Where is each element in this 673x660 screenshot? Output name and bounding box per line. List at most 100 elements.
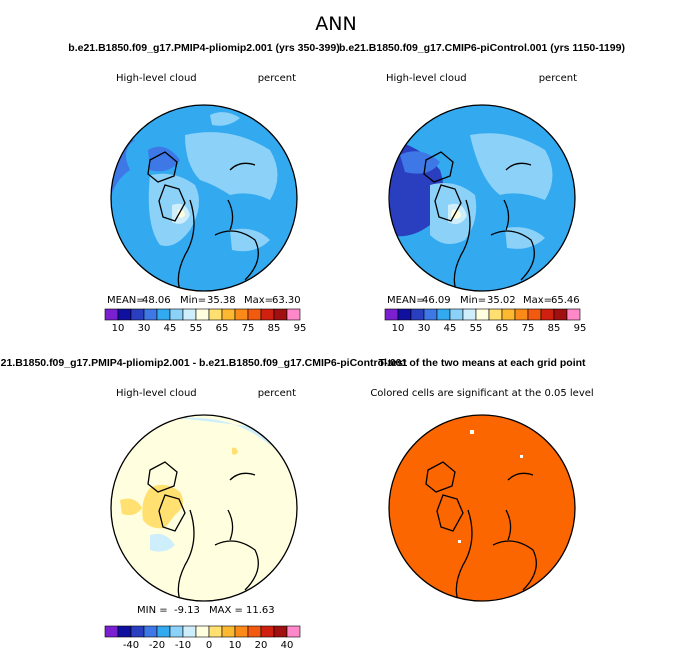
panel-3-min-label: MIN = [137, 605, 168, 616]
panel-2-colorbar-cell [423, 308, 438, 321]
panel-2-map [389, 105, 575, 291]
panel-1-colorbar-tick-label: 45 [164, 323, 177, 334]
panel-2-colorbar-cell [462, 308, 477, 321]
panel-1: High-level cloud percent MEAN= 48.06 Min… [104, 73, 307, 334]
panel-2-colorbar-tick-label: 45 [444, 323, 457, 334]
panel-3-colorbar-tick-label: 10 [229, 640, 242, 651]
panel-3-map [111, 415, 297, 601]
panel-2-colorbar-cell [410, 308, 425, 321]
panel-3: High-level cloud percent MIN = -9.13 MAX… [104, 388, 301, 651]
panel-3-colorbar-tick-label: -40 [123, 640, 139, 651]
panel-1-colorbar-tick-label: 75 [242, 323, 255, 334]
panel-1-mean: 48.06 [142, 295, 171, 306]
panel-2-colorbar-cell [527, 308, 542, 321]
panel-2-colorbar-tick-label: 10 [392, 323, 405, 334]
panel-1-max-label: Max= [244, 295, 273, 306]
panel-1-colorbar-cell [195, 308, 210, 321]
panel-2-colorbar-cell [553, 308, 568, 321]
panel-1-colorbar-cell [273, 308, 288, 321]
panel-3-max-label: MAX = [209, 605, 243, 616]
panel-1-colorbar-cell [156, 308, 171, 321]
panel-3-colorbar-cell [104, 625, 119, 638]
panel-2-colorbar-cell [397, 308, 412, 321]
panel-3-colorbar-cell [117, 625, 132, 638]
panel-2-colorbar-cell [501, 308, 516, 321]
panel-3-colorbar-cell [143, 625, 158, 638]
panel-1-variable: High-level cloud [116, 73, 197, 84]
panel-2-mean-label: MEAN= [387, 295, 425, 306]
panel-1-colorbar-tick-label: 85 [268, 323, 281, 334]
panel-1-colorbar-cell [104, 308, 119, 321]
panel-1-title: b.e21.B1850.f09_g17.PMIP4-pliomip2.001 (… [68, 42, 339, 54]
panel-2-title: b.e21.B1850.f09_g17.CMIP6-piControl.001 … [339, 42, 625, 54]
panel-2-colorbar-cell [540, 308, 555, 321]
panel-1-colorbar-cell [169, 308, 184, 321]
panel-3-colorbar-cell [169, 625, 184, 638]
panel-2-units: percent [539, 73, 577, 84]
panel-3-colorbar-tick-label: -20 [149, 640, 165, 651]
panel-2-colorbar-cell [488, 308, 503, 321]
panel-1-colorbar-cell [286, 308, 301, 321]
panel-3-colorbar-cell [156, 625, 171, 638]
panel-1-colorbar-tick-label: 95 [294, 323, 307, 334]
panel-2-colorbar-cell [436, 308, 451, 321]
panel-2-colorbar-cell [449, 308, 464, 321]
panel-1-colorbar: 10 30 45 55 65 75 85 95 [104, 308, 307, 334]
panel-2-colorbar-tick-label: 30 [418, 323, 431, 334]
panel-2-colorbar-tick-label: 65 [496, 323, 509, 334]
panel-2-max: 65.46 [551, 295, 580, 306]
panel-1-colorbar-tick-label: 55 [190, 323, 203, 334]
panel-3-colorbar-cell [130, 625, 145, 638]
panel-1-colorbar-cell [260, 308, 275, 321]
panel-3-colorbar: -40 -20 -10 0 10 20 40 [104, 625, 301, 651]
panel-2-colorbar-tick-label: 75 [522, 323, 535, 334]
panel-3-colorbar-cell [208, 625, 223, 638]
panel-2-colorbar-tick-label: 55 [470, 323, 483, 334]
panel-1-colorbar-tick-label: 30 [138, 323, 151, 334]
panel-1-map [111, 105, 297, 291]
panel-3-colorbar-cell [234, 625, 249, 638]
panel-1-min-label: Min= [180, 295, 206, 306]
panel-2-mean: 46.09 [422, 295, 451, 306]
panel-1-colorbar-cell [117, 308, 132, 321]
panel-3-title: 21.B1850.f09_g17.PMIP4-pliomip2.001 - b.… [1, 357, 408, 369]
panel-2: High-level cloud percent MEAN= 46.09 Min… [384, 73, 587, 334]
panel-1-colorbar-cell [143, 308, 158, 321]
panel-2-min: 35.02 [487, 295, 516, 306]
panel-3-colorbar-tick-label: 0 [206, 640, 212, 651]
panel-1-min: 35.38 [207, 295, 236, 306]
panel-1-colorbar-cell [234, 308, 249, 321]
panel-2-max-label: Max= [523, 295, 552, 306]
panel-1-max: 63.30 [272, 295, 301, 306]
panel-1-colorbar-cell [247, 308, 262, 321]
panel-1-mean-label: MEAN= [107, 295, 145, 306]
panel-3-max: 11.63 [246, 605, 275, 616]
panel-4-title: T-test of the two means at each grid poi… [378, 357, 586, 369]
panel-2-min-label: Min= [460, 295, 486, 306]
panel-2-colorbar-tick-label: 95 [574, 323, 587, 334]
panel-1-colorbar-cell [208, 308, 223, 321]
panel-2-colorbar-tick-label: 85 [548, 323, 561, 334]
panel-3-colorbar-cell [221, 625, 236, 638]
panel-3-min: -9.13 [174, 605, 200, 616]
panel-3-variable: High-level cloud [116, 388, 197, 399]
panel-1-units: percent [258, 73, 296, 84]
season-title: ANN [315, 13, 356, 35]
panel-3-colorbar-cell [273, 625, 288, 638]
panel-4: Colored cells are significant at the 0.0… [370, 388, 594, 602]
panel-2-colorbar-cell [566, 308, 581, 321]
panel-2-colorbar-cell [475, 308, 490, 321]
panel-3-colorbar-cell [182, 625, 197, 638]
panel-1-colorbar-cell [221, 308, 236, 321]
panel-4-annotation: Colored cells are significant at the 0.0… [370, 388, 593, 399]
panel-2-variable: High-level cloud [386, 73, 467, 84]
panel-3-units: percent [258, 388, 296, 399]
panel-1-colorbar-cell [130, 308, 145, 321]
panel-3-colorbar-tick-label: -10 [175, 640, 191, 651]
panel-3-colorbar-cell [260, 625, 275, 638]
panel-2-colorbar: 10 30 45 55 65 75 85 95 [384, 308, 587, 334]
panel-1-colorbar-tick-label: 65 [216, 323, 229, 334]
panel-3-colorbar-cell [195, 625, 210, 638]
panel-1-colorbar-cell [182, 308, 197, 321]
